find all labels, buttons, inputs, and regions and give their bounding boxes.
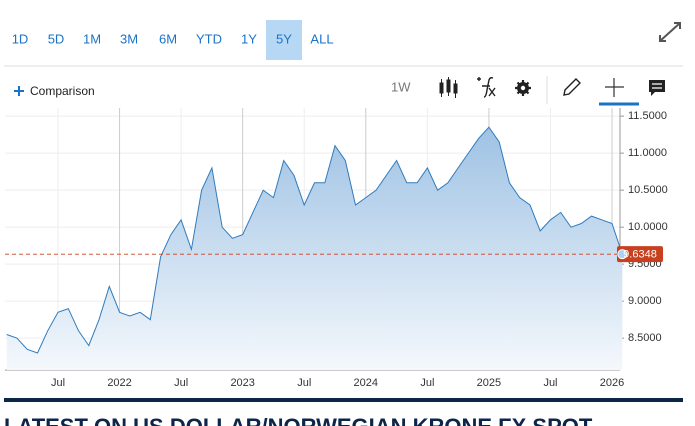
range-button[interactable]: 5Y: [276, 31, 292, 46]
x-tick-label: Jul: [297, 377, 311, 389]
range-button[interactable]: 5D: [48, 31, 65, 46]
crosshair-icon[interactable]: [605, 78, 624, 97]
section-heading: LATEST ON US DOLLAR/NORWEGIAN KRONE FX S…: [4, 414, 593, 426]
interval-button[interactable]: 1W: [391, 79, 411, 94]
x-tick-label: Jul: [174, 377, 188, 389]
draw-icon[interactable]: [563, 78, 581, 96]
x-tick-label: 2024: [354, 377, 378, 389]
last-price-label: 9.6348: [623, 249, 657, 261]
last-price-tag: [617, 246, 663, 263]
y-tick-label: 10.5000: [628, 184, 668, 196]
selected-range-bg: [266, 20, 302, 60]
x-tick-label: 2025: [477, 377, 501, 389]
plus-icon[interactable]: [14, 86, 24, 96]
x-tick-label: 2026: [600, 377, 624, 389]
x-tick-label: 2022: [107, 377, 131, 389]
range-button[interactable]: 6M: [159, 31, 177, 46]
range-button[interactable]: 1D: [12, 31, 29, 46]
expand-icon[interactable]: [659, 22, 681, 42]
range-button[interactable]: 1Y: [241, 31, 257, 46]
x-tick-label: Jul: [51, 377, 65, 389]
y-tick-label: 11.0000: [628, 147, 667, 159]
range-button[interactable]: YTD: [196, 31, 222, 46]
area: [6, 127, 623, 370]
last-point: [617, 249, 628, 260]
news-icon[interactable]: [649, 80, 665, 96]
x-tick-label: Jul: [420, 377, 434, 389]
y-tick-label: 9.0000: [628, 295, 662, 307]
range-button[interactable]: 1M: [83, 31, 101, 46]
y-tick-label: 11.5000: [628, 110, 667, 122]
indicator-icon[interactable]: [477, 77, 496, 98]
comparison-button[interactable]: Comparison: [30, 84, 95, 98]
line: [6, 126, 623, 354]
candle-icon[interactable]: [439, 77, 458, 98]
y-tick-label: 10.0000: [628, 221, 668, 233]
range-button[interactable]: ALL: [310, 31, 333, 46]
y-tick-label: 8.5000: [628, 332, 662, 344]
settings-icon[interactable]: [515, 80, 531, 96]
x-tick-label: 2023: [230, 377, 254, 389]
x-tick-label: Jul: [543, 377, 557, 389]
range-button[interactable]: 3M: [120, 31, 138, 46]
